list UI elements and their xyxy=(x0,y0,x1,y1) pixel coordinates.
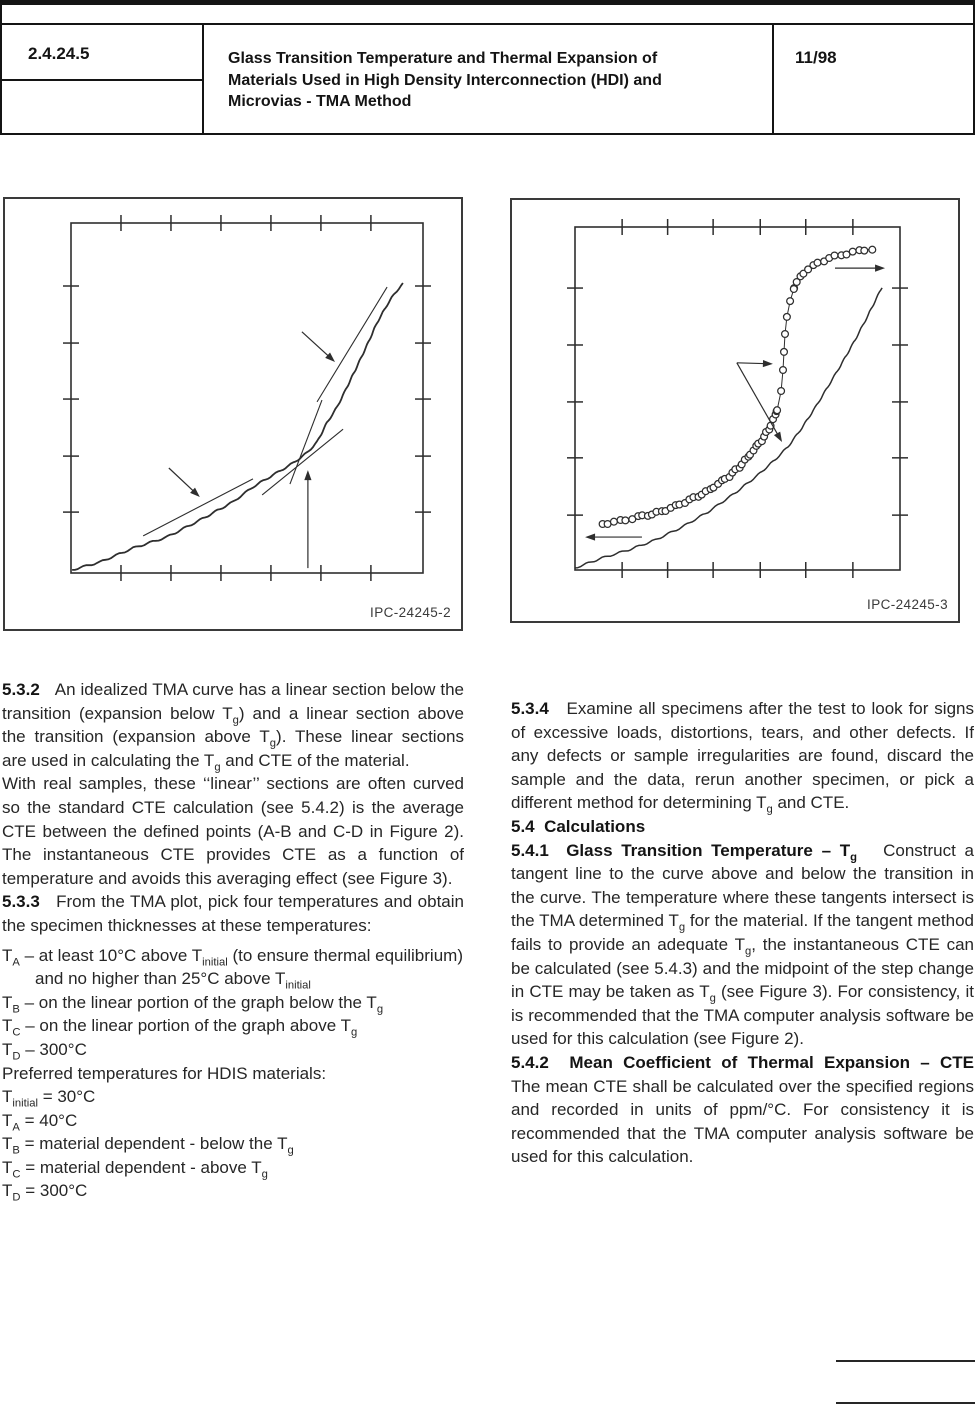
section-5-4-2-heading: 5.4.2 Mean Coefficient of Thermal Expans… xyxy=(511,1052,974,1072)
figure-2-box: IPC-24245-2 xyxy=(3,197,463,631)
figure-3-box: IPC-24245-3 xyxy=(510,198,960,623)
pref-t-c: TC = material dependent - above Tg xyxy=(2,1157,268,1181)
arrow-upper-tangent-head xyxy=(325,352,335,362)
temp-def-tc: TC – on the linear portion of the graph … xyxy=(2,1016,358,1039)
instantaneous-cte-series-marker xyxy=(830,251,839,260)
tangent-above-tg-extended xyxy=(289,399,323,485)
header-column-divider-right xyxy=(772,25,774,135)
figure-2-label: IPC-24245-2 xyxy=(370,605,451,620)
figure-2-frame xyxy=(70,222,424,574)
temp-def-td: TD – 300°C xyxy=(2,1039,87,1063)
preferred-temps-list: Tinitial = 30°C TA = 40°C TB = material … xyxy=(2,1085,464,1203)
right-column: 5.3.4 Examine all specimens after the te… xyxy=(511,697,974,1169)
doc-date: 11/98 xyxy=(795,48,837,67)
pref-t-a: TA = 40°C xyxy=(2,1110,78,1134)
instantaneous-cte-series-marker xyxy=(773,406,782,415)
figure-3-label: IPC-24245-3 xyxy=(867,597,948,612)
arrow-lower-tangent-head xyxy=(190,487,200,498)
footer-rule-1 xyxy=(836,1360,975,1362)
arrow-right-axis-head xyxy=(875,264,886,272)
doc-title-line-3: Microvias - TMA Method xyxy=(228,93,412,110)
instantaneous-cte-series-line xyxy=(601,248,873,525)
section-5-4-1-para: 5.4.1 Glass Transition Temperature – Tg … xyxy=(511,840,974,1049)
arrow-lower-tangent xyxy=(168,467,198,495)
header-top-bar xyxy=(0,0,975,5)
section-5-4-heading: 5.4 Calculations xyxy=(511,816,646,836)
preferred-temps-intro: Preferred temperatures for HDIS material… xyxy=(2,1063,327,1083)
figure-2-plot xyxy=(63,215,431,581)
figure-3-frame xyxy=(574,226,901,571)
section-5-3-2-para-1: 5.3.2 An idealized TMA curve has a linea… xyxy=(2,680,464,774)
section-5-4-2-body: The mean CTE shall be calculated over th… xyxy=(511,1076,974,1167)
temp-def-ta: TA – at least 10°C above Tinitial (to en… xyxy=(2,945,463,992)
footer-rule-2 xyxy=(836,1402,975,1404)
instantaneous-cte-series-marker xyxy=(609,517,618,526)
tangent-above-tg xyxy=(316,286,388,403)
header-left-cell-divider xyxy=(0,79,204,81)
section-5-3-3-intro: 5.3.3 From the TMA plot, pick four tempe… xyxy=(2,892,464,935)
header-row-divider xyxy=(0,23,975,25)
instantaneous-cte-series-marker xyxy=(848,247,857,256)
section-5-3-4-para: 5.3.4 Examine all specimens after the te… xyxy=(511,699,974,816)
left-column: 5.3.2 An idealized TMA curve has a linea… xyxy=(2,678,464,1203)
instantaneous-cte-series-marker xyxy=(813,258,822,267)
instantaneous-cte-series-marker xyxy=(779,347,789,356)
arrow-left-axis-head xyxy=(585,533,596,541)
section-5-3-2-para-2: With real samples, these ‘‘linear’’ sect… xyxy=(2,774,464,888)
instantaneous-cte-series-marker xyxy=(782,312,791,321)
tangent-below-tg xyxy=(142,478,254,537)
instantaneous-cte-series-marker xyxy=(860,246,869,255)
pref-t-d: TD = 300°C xyxy=(2,1181,88,1204)
tma-dimension-curve xyxy=(574,287,883,569)
doc-number: 2.4.24.5 xyxy=(28,44,90,63)
pref-t-initial: Tinitial = 30°C xyxy=(2,1087,96,1110)
tma-expansion-curve xyxy=(72,282,404,571)
instantaneous-cte-series-marker xyxy=(621,516,630,525)
temperature-definition-list: TA – at least 10°C above Tinitial (to en… xyxy=(2,944,464,1062)
arrow-upper-tangent xyxy=(301,331,333,360)
instantaneous-cte-series-marker xyxy=(780,329,790,339)
instantaneous-cte-series-marker xyxy=(792,277,801,287)
instantaneous-cte-series-marker xyxy=(789,284,798,294)
instantaneous-cte-series-marker xyxy=(804,265,813,274)
arrow-tg-intersection-head xyxy=(304,470,312,481)
tangent-below-tg-extended xyxy=(261,428,344,496)
doc-title-line-1: Glass Transition Temperature and Thermal… xyxy=(228,50,658,67)
doc-title: Glass Transition Temperature and Thermal… xyxy=(228,48,758,113)
temp-def-tb: TB – on the linear portion of the graph … xyxy=(2,992,384,1016)
instantaneous-cte-series-marker xyxy=(777,386,786,396)
instantaneous-cte-series-marker xyxy=(842,250,851,259)
instantaneous-cte-series-marker xyxy=(778,365,788,375)
instantaneous-cte-series-marker xyxy=(868,245,877,254)
arrow-callout-knee-head xyxy=(773,431,783,443)
instantaneous-cte-series-marker xyxy=(786,297,795,306)
arrow-callout-knee xyxy=(736,362,781,439)
pref-t-b: TB = material dependent - below the Tg xyxy=(2,1134,294,1157)
arrow-callout-step-head xyxy=(762,359,773,368)
doc-title-line-2: Materials Used in High Density Interconn… xyxy=(228,71,662,89)
header-table xyxy=(0,5,975,135)
figure-3-plot xyxy=(567,219,908,578)
